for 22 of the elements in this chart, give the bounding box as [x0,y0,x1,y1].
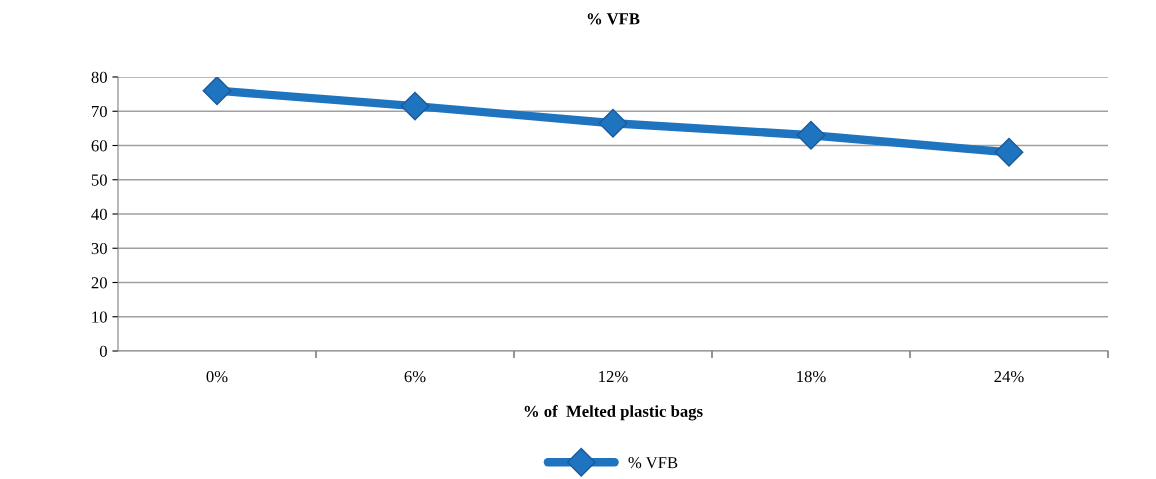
y-tick-label: 70 [92,105,107,118]
point [400,91,430,121]
x-tick-label: 6% [404,370,426,383]
point [994,137,1024,167]
chart-title: % VFB [587,13,640,25]
y-tick-label: 60 [91,140,107,152]
x-tick-label: 0% [206,370,228,383]
y-tick-label: 40 [91,208,107,220]
point [202,77,232,106]
x-axis-title: % of Melted plastic bags [524,405,703,421]
y-tick-label: 50 [91,174,107,186]
y-tick-label: 0 [99,345,107,357]
point [796,120,826,150]
legend-label: % VFB [628,457,678,469]
x-tick-label: 24% [994,370,1024,383]
x-tick-label: 12% [599,370,628,383]
point [598,108,628,138]
y-tick-label: 80 [91,71,107,83]
x-tick-label: 18% [797,370,826,383]
y-tick-label: 30 [91,242,107,255]
y-tick-label: 10 [92,311,107,323]
y-tick-label: 20 [91,277,107,289]
